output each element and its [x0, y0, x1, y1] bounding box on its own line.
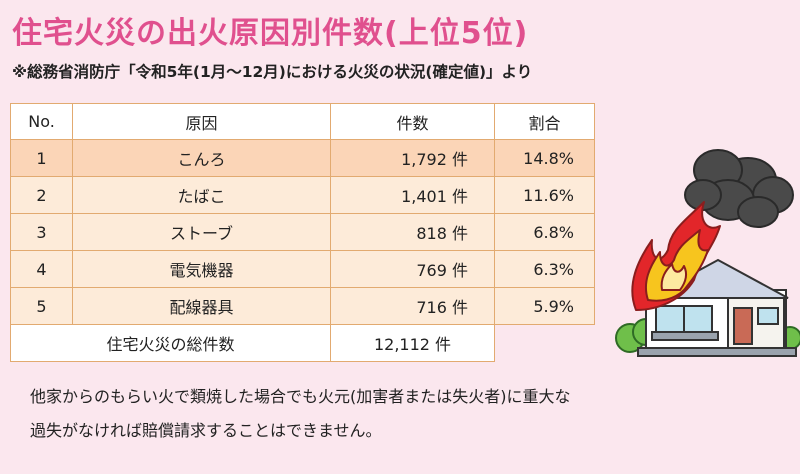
- cell-cause: たばこ: [72, 176, 331, 214]
- total-label: 住宅火災の総件数: [10, 324, 331, 362]
- cell-count: 716 件: [330, 287, 495, 325]
- cell-cause: こんろ: [72, 139, 331, 177]
- total-value: 12,112 件: [330, 324, 495, 362]
- table-row: 1 こんろ 1,792 件 14.8%: [10, 139, 595, 177]
- cell-no: 5: [10, 287, 73, 325]
- cell-no: 4: [10, 250, 73, 288]
- header-no: No.: [10, 103, 73, 140]
- cell-cause: ストーブ: [72, 213, 331, 251]
- cell-rate: 6.8%: [494, 213, 595, 251]
- cell-cause: 配線器具: [72, 287, 331, 325]
- cell-cause: 電気機器: [72, 250, 331, 288]
- table-row: 5 配線器具 716 件 5.9%: [10, 287, 595, 325]
- total-row: 住宅火災の総件数 12,112 件: [10, 324, 595, 362]
- fire-cause-table: No. 原因 件数 割合 1 こんろ 1,792 件 14.8% 2 たばこ 1…: [10, 103, 595, 362]
- cell-count: 769 件: [330, 250, 495, 288]
- note-line-2: 過失がなければ賠償請求することはできません。: [30, 421, 382, 440]
- table-row: 2 たばこ 1,401 件 11.6%: [10, 176, 595, 214]
- cell-no: 2: [10, 176, 73, 214]
- table-row: 4 電気機器 769 件 6.3%: [10, 250, 595, 288]
- header-cause: 原因: [72, 103, 331, 140]
- burning-house-icon: [615, 149, 800, 357]
- cell-rate: 5.9%: [494, 287, 595, 325]
- total-empty-cell: [495, 325, 595, 362]
- page-title: 住宅火災の出火原因別件数(上位5位): [12, 16, 529, 51]
- note-line-1: 他家からのもらい火で類焼した場合でも火元(加害者または失火者)に重大な: [30, 387, 571, 406]
- cell-no: 1: [10, 139, 73, 177]
- cell-count: 1,792 件: [330, 139, 495, 177]
- source-note: ※総務省消防庁「令和5年(1月〜12月)における火災の状況(確定値)」より: [12, 63, 533, 81]
- cell-rate: 6.3%: [494, 250, 595, 288]
- cell-no: 3: [10, 213, 73, 251]
- table-row: 3 ストーブ 818 件 6.8%: [10, 213, 595, 251]
- table-header-row: No. 原因 件数 割合: [10, 103, 595, 140]
- cell-count: 1,401 件: [330, 176, 495, 214]
- liability-note: 他家からのもらい火で類焼した場合でも火元(加害者または失火者)に重大な 過失がな…: [30, 380, 750, 448]
- cell-rate: 14.8%: [494, 139, 595, 177]
- cell-rate: 11.6%: [494, 176, 595, 214]
- header-rate: 割合: [494, 103, 595, 140]
- header-count: 件数: [330, 103, 495, 140]
- cell-count: 818 件: [330, 213, 495, 251]
